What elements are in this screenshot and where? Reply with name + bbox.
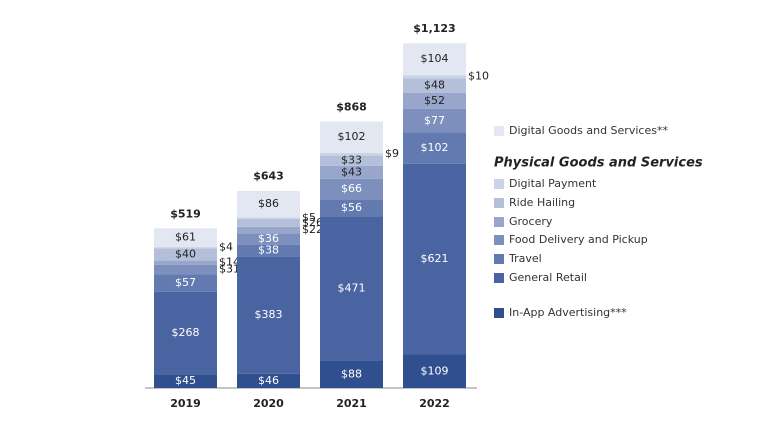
bar-segment [154,247,217,249]
bar-segment [320,178,383,200]
bar-segment [403,78,466,93]
bar-segment [237,244,300,257]
value-label: $10 [468,70,489,83]
bar-segment [320,165,383,179]
legend-label: In-App Advertising*** [509,306,627,319]
legend-label: Grocery [509,215,553,228]
bar-segment [403,163,466,355]
bar-segment [154,274,217,292]
value-label: $14 [219,256,240,269]
value-label: $88 [341,367,362,380]
value-label: $31 [219,263,240,276]
x-tick-label: 2021 [336,397,367,410]
legend-group-title: Physical Goods and Services [494,156,703,171]
value-label: $5 [302,211,316,224]
total-label: $868 [336,101,367,114]
value-label: $102 [421,141,449,154]
value-label: $57 [175,276,196,289]
value-label: $40 [175,247,196,260]
x-tick-label: 2019 [170,397,201,410]
legend-label: Digital Goods and Services** [509,124,668,137]
value-label: $36 [258,232,279,245]
value-label: $9 [385,147,399,160]
bar-segment [403,43,466,76]
value-label: $43 [341,165,362,178]
total-label: $519 [170,208,201,221]
bar-segment [320,360,383,388]
bar-segment [237,373,300,388]
value-label: $66 [341,182,362,195]
x-tick-label: 2022 [419,397,450,410]
value-label: $38 [258,243,279,256]
bar-segment [237,226,300,234]
value-label: $33 [341,154,362,167]
total-label: $1,123 [413,22,455,35]
bar-segment [154,291,217,375]
x-tick-label: 2020 [253,397,284,410]
bar-segment [320,152,383,156]
value-label: $471 [338,282,366,295]
value-label: $61 [175,231,196,244]
bar-segment [403,75,466,79]
bar-segment [154,228,217,248]
value-label: $26 [302,216,323,229]
bar-segment [237,217,300,219]
legend-swatch [494,126,504,136]
bar-segment [403,108,466,133]
legend-swatch [494,217,504,227]
legend-swatch [494,308,504,318]
bar-segment [320,155,383,166]
legend-label: Food Delivery and Pickup [509,233,648,246]
legend-label: Travel [508,252,542,265]
bar-segment [320,216,383,361]
bar-segment [237,190,300,218]
bar-segment [154,260,217,265]
legend-swatch [494,198,504,208]
legend-label: Digital Payment [509,177,597,190]
legend-swatch [494,273,504,283]
legend-label: General Retail [509,271,587,284]
value-label: $268 [172,326,200,339]
legend-swatch [494,179,504,189]
value-label: $46 [258,374,279,387]
value-label: $86 [258,197,279,210]
value-label: $102 [338,130,366,143]
bar-segment [403,132,466,164]
bar-segment [403,354,466,388]
value-label: $48 [424,79,445,92]
total-label: $643 [253,170,284,183]
bar-segment [154,248,217,261]
legend-label: Ride Hailing [509,196,575,209]
value-label: $109 [421,364,449,377]
bar-segment [154,264,217,275]
bar-segment [237,233,300,245]
bar-segment [237,218,300,227]
value-label: $104 [421,52,449,65]
bar-segment [320,199,383,217]
value-label: $52 [424,94,445,107]
value-label: $45 [175,374,196,387]
value-label: $77 [424,114,445,127]
value-label: $22 [302,223,323,236]
bar-segment [154,374,217,388]
bar-segment [237,256,300,374]
bar-segment [403,92,466,109]
legend-swatch [494,235,504,245]
value-label: $621 [421,252,449,265]
value-label: $56 [341,201,362,214]
bar-segment [320,121,383,153]
value-label: $4 [219,241,233,254]
value-label: $383 [255,308,283,321]
legend-swatch [494,254,504,264]
